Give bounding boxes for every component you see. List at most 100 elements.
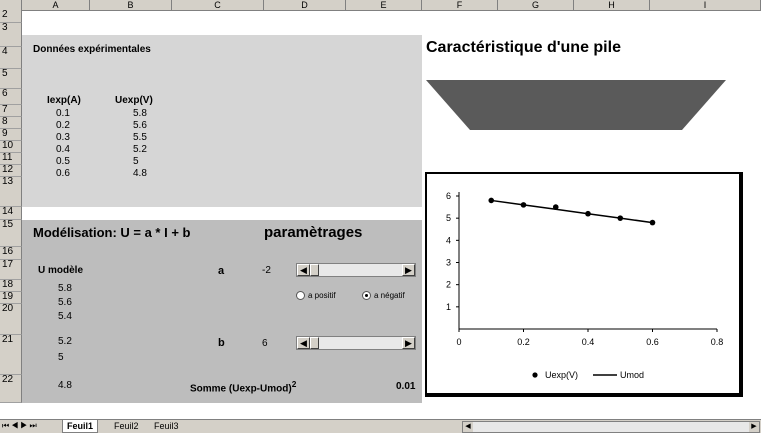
u-model-value: 5.2 — [58, 336, 72, 347]
header-iexp: Iexp(A) — [47, 95, 81, 106]
row-header-9[interactable]: 9 — [0, 129, 22, 141]
row-header-17[interactable]: 17 — [0, 260, 22, 280]
y-tick-label: 6 — [446, 191, 451, 201]
param-a-value: -2 — [262, 265, 271, 276]
y-tick-label: 1 — [446, 302, 451, 312]
x-tick-label: 0.6 — [646, 337, 659, 347]
column-header-a[interactable]: A — [22, 0, 90, 10]
tab-feuil1[interactable]: Feuil1 — [62, 420, 99, 433]
uexp-value: 5.8 — [133, 108, 147, 119]
iexp-value: 0.2 — [56, 120, 70, 131]
iexp-value: 0.1 — [56, 108, 70, 119]
row-header-5[interactable]: 5 — [0, 69, 22, 89]
x-tick-label: 0.8 — [711, 337, 724, 347]
row-header-8[interactable]: 8 — [0, 117, 22, 129]
column-header-bar: A B C D E F G H I — [0, 0, 761, 11]
param-b-scroll-thumb[interactable] — [310, 337, 319, 349]
column-header-c[interactable]: C — [172, 0, 264, 10]
uexp-point — [649, 219, 656, 226]
sum-value: 0.01 — [396, 381, 416, 392]
param-b-scrollbar[interactable]: ◀ ▶ — [296, 336, 416, 350]
select-all-corner[interactable] — [0, 0, 22, 10]
iexp-value: 0.4 — [56, 144, 70, 155]
row-header-12[interactable]: 12 — [0, 165, 22, 177]
u-model-value: 5.4 — [58, 311, 72, 322]
column-header-d[interactable]: D — [264, 0, 346, 10]
trapezoid-shape[interactable] — [426, 80, 726, 132]
sum-label: Somme (Uexp-Umod)2 — [190, 379, 297, 395]
column-header-i[interactable]: I — [650, 0, 761, 10]
column-header-h[interactable]: H — [574, 0, 650, 10]
uexp-point — [552, 204, 559, 210]
scroll-left-arrow-icon[interactable]: ◀ — [297, 264, 310, 276]
param-a-label: a — [218, 265, 225, 277]
column-header-f[interactable]: F — [422, 0, 498, 10]
scroll-left-arrow-icon[interactable]: ◀ — [297, 337, 310, 349]
row-header-16[interactable]: 16 — [0, 247, 22, 260]
uexp-point — [617, 215, 624, 221]
hscroll-left-icon[interactable]: ◀ — [463, 422, 473, 432]
radio-a-positif-label[interactable]: a positif — [308, 291, 336, 300]
column-header-g[interactable]: G — [498, 0, 574, 10]
row-header-14[interactable]: 14 — [0, 207, 22, 220]
umod-line — [491, 199, 653, 224]
x-tick-label: 0.4 — [582, 337, 595, 347]
legend-uexp-label: Uexp(V) — [545, 370, 578, 380]
experimental-data-title: Données expérimentales — [33, 44, 151, 55]
iexp-value: 0.6 — [56, 168, 70, 179]
sum-exponent: 2 — [291, 379, 297, 389]
sheet-tab-bar: ⏮◀▶⏭ Feuil1 Feuil2 Feuil3 ◀ ▶ — [0, 419, 761, 433]
y-tick-label: 5 — [446, 213, 451, 223]
iexp-value: 0.3 — [56, 132, 70, 143]
scroll-right-arrow-icon[interactable]: ▶ — [402, 264, 415, 276]
tab-scroll-buttons-icon[interactable]: ⏮◀▶⏭ — [2, 421, 39, 430]
chart-svg: 0 0.2 0.4 0.6 0.8 1 2 3 4 5 6 Uexp(V) Umod — [446, 191, 724, 380]
horizontal-scrollbar[interactable]: ◀ ▶ — [462, 421, 760, 433]
y-tick-label: 2 — [446, 280, 451, 290]
header-uexp: Uexp(V) — [115, 95, 153, 106]
column-header-b[interactable]: B — [90, 0, 172, 10]
scroll-right-arrow-icon[interactable]: ▶ — [402, 337, 415, 349]
row-header-7[interactable]: 7 — [0, 105, 22, 117]
param-b-label: b — [218, 337, 225, 349]
chart-area[interactable]: 0 0.2 0.4 0.6 0.8 1 2 3 4 5 6 Uexp(V) Umod — [425, 172, 743, 397]
column-header-e[interactable]: E — [346, 0, 422, 10]
legend-uexp-marker — [532, 372, 538, 378]
uexp-value: 4.8 — [133, 168, 147, 179]
row-header-20[interactable]: 20 — [0, 304, 22, 335]
row-header-22[interactable]: 22 — [0, 375, 22, 403]
x-tick-label: 0 — [456, 337, 461, 347]
param-a-scroll-thumb[interactable] — [310, 264, 319, 276]
hscroll-right-icon[interactable]: ▶ — [749, 422, 759, 432]
row-header-6[interactable]: 6 — [0, 89, 22, 105]
u-model-value: 4.8 — [58, 380, 72, 391]
row-header-19[interactable]: 19 — [0, 292, 22, 304]
chart-main-title: Caractéristique d'une pile — [426, 39, 621, 56]
row-header-4[interactable]: 4 — [0, 47, 22, 69]
y-tick-label: 4 — [446, 235, 451, 245]
u-model-value: 5 — [58, 352, 64, 363]
row-header-10[interactable]: 10 — [0, 141, 22, 153]
row-header-2[interactable]: 2 — [0, 10, 22, 23]
y-tick-label: 3 — [446, 258, 451, 268]
tab-feuil3[interactable]: Feuil3 — [154, 421, 179, 431]
u-model-value: 5.8 — [58, 283, 72, 294]
row-header-21[interactable]: 21 — [0, 335, 22, 375]
row-header-3[interactable]: 3 — [0, 23, 22, 47]
radio-a-positif[interactable] — [296, 291, 305, 300]
radio-a-negatif[interactable] — [362, 291, 371, 300]
row-header-18[interactable]: 18 — [0, 280, 22, 292]
uexp-value: 5 — [133, 156, 139, 167]
model-panel — [22, 220, 422, 403]
row-header-11[interactable]: 11 — [0, 153, 22, 165]
param-a-scrollbar[interactable]: ◀ ▶ — [296, 263, 416, 277]
iexp-value: 0.5 — [56, 156, 70, 167]
uexp-value: 5.6 — [133, 120, 147, 131]
model-title: Modélisation: U = a * I + b — [33, 225, 191, 240]
radio-a-negatif-label[interactable]: a négatif — [374, 291, 405, 300]
params-title: paramètrages — [264, 224, 363, 241]
row-header-15[interactable]: 15 — [0, 220, 22, 247]
tab-feuil2[interactable]: Feuil2 — [114, 421, 139, 431]
row-header-13[interactable]: 13 — [0, 177, 22, 207]
uexp-point — [585, 210, 591, 217]
